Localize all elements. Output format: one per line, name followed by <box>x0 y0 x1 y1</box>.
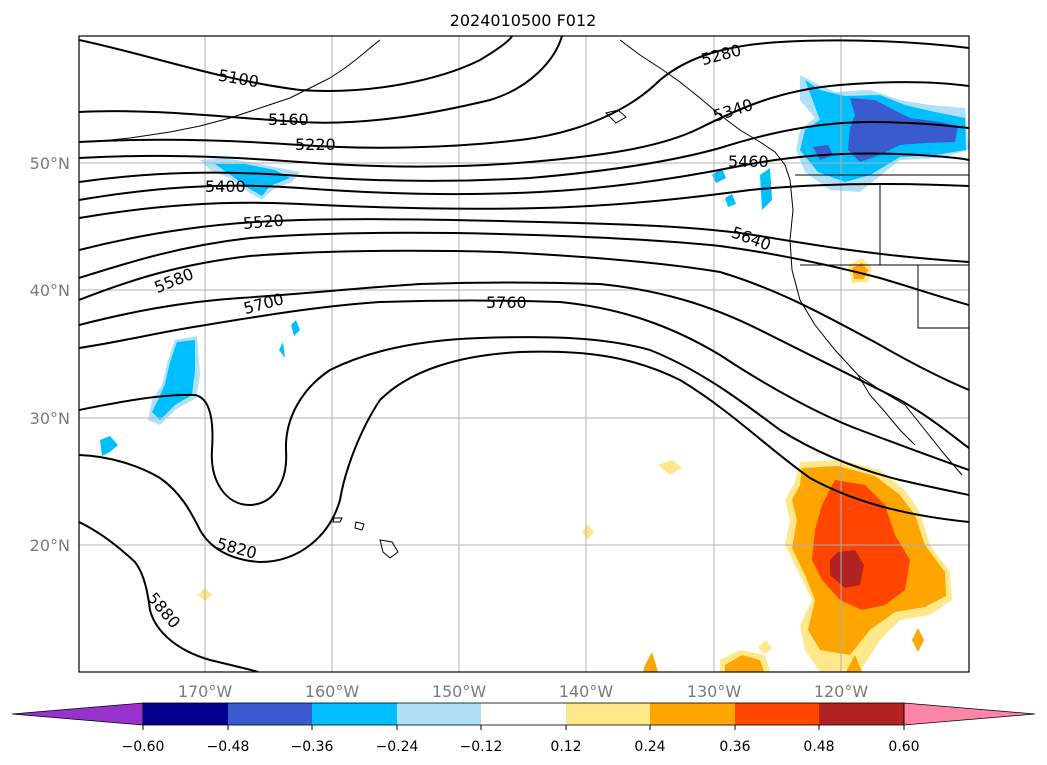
colorbar-tick-label-4: −0.24 <box>376 739 419 755</box>
contour-5100 <box>79 36 513 92</box>
shade-pos-spot-8 <box>846 655 862 672</box>
colorbar-segment-8 <box>735 703 819 725</box>
shade-subtropic-west-cyan <box>152 340 195 420</box>
contour-label-5160: 5160 <box>268 110 309 129</box>
colorbar-segment-2 <box>228 703 312 725</box>
colorbar-segment-5 <box>481 703 566 725</box>
colorbar-tick-label-1: −0.60 <box>122 739 165 755</box>
x-tick-label-140w: 140°W <box>559 682 614 701</box>
colorbar-segment-1 <box>143 703 228 725</box>
contour-5400 <box>79 152 969 201</box>
y-axis-labels: 20°N 30°N 40°N 50°N <box>30 154 70 555</box>
coast-hawaii-1 <box>379 539 399 559</box>
contour-5220 <box>79 39 969 149</box>
shade-pos-spot-1 <box>658 460 682 475</box>
x-tick-label-170w: 170°W <box>178 682 233 701</box>
gridlines <box>79 36 969 672</box>
contour-5460 <box>79 182 969 219</box>
shade-pos-california-orange <box>852 263 868 279</box>
contour-label-5460: 5460 <box>728 152 769 171</box>
colorbar-tick-label-3: −0.36 <box>291 739 334 755</box>
coast-baja <box>857 374 916 446</box>
x-tick-label-150w: 150°W <box>432 682 487 701</box>
shade-small-spot-1 <box>291 320 300 336</box>
contour-label-5400: 5400 <box>205 177 246 196</box>
shade-small-spot-2 <box>279 342 285 358</box>
colorbar-tick-label-2: −0.48 <box>207 739 250 755</box>
height-contours <box>79 36 969 672</box>
map-area: 5100 5160 5220 5280 5340 5400 5460 5520 … <box>78 35 970 673</box>
colorbar-tick-label-6: 0.12 <box>550 739 581 755</box>
shade-pos-spot-2 <box>582 525 594 539</box>
colorbar-tick-label-9: 0.48 <box>803 739 834 755</box>
colorbar-tick-label-7: 0.24 <box>634 739 665 755</box>
contour-5640 <box>79 249 969 391</box>
shade-coast-spot-3 <box>725 194 736 207</box>
contour-5880 <box>79 521 259 672</box>
colorbar: −0.60 −0.48 −0.36 −0.24 −0.12 0.12 0.24 … <box>11 702 1036 755</box>
colorbar-frame <box>142 702 905 726</box>
shade-coast-spot-2 <box>712 168 726 183</box>
colorbar-tick-label-8: 0.36 <box>719 739 750 755</box>
y-tick-label-40n: 40°N <box>30 281 70 300</box>
coast-island-north <box>605 109 627 124</box>
contour-5340 <box>79 120 969 183</box>
colorbar-tick-label-5: −0.12 <box>460 739 503 755</box>
coast-hawaii-2 <box>354 521 365 531</box>
shade-pos-spot-7 <box>912 628 924 652</box>
contour-5820 <box>79 350 969 564</box>
contour-5160 <box>79 36 563 124</box>
contour-5520 <box>79 218 969 263</box>
contour-label-5220: 5220 <box>295 135 336 154</box>
shade-mexico-darkred <box>830 550 864 588</box>
colorbar-ticks <box>142 725 905 730</box>
colorbar-segment-7 <box>650 703 735 725</box>
contour-5580 <box>79 231 969 306</box>
coast-hawaii-3 <box>332 517 343 523</box>
y-tick-label-30n: 30°N <box>30 409 70 428</box>
colorbar-tick-labels: −0.60 −0.48 −0.36 −0.24 −0.12 0.12 0.24 … <box>122 739 920 755</box>
x-tick-label-130w: 130°W <box>687 682 742 701</box>
shade-pos-spot-9 <box>758 640 772 654</box>
colorbar-tick-label-10: 0.60 <box>888 739 919 755</box>
contour-label-5520: 5520 <box>242 211 284 233</box>
y-tick-label-20n: 20°N <box>30 536 70 555</box>
shade-dateline-spot <box>100 436 118 456</box>
shade-pos-spot-5 <box>725 655 764 672</box>
colorbar-extend-right <box>903 702 1036 726</box>
contour-5760b <box>79 336 969 507</box>
colorbar-segment-4 <box>397 703 481 725</box>
x-tick-label-160w: 160°W <box>305 682 360 701</box>
y-tick-label-50n: 50°N <box>30 154 70 173</box>
shade-ne-pacific-blue <box>848 98 958 162</box>
border-states <box>800 185 969 329</box>
shade-pos-spot-6 <box>643 652 658 672</box>
map-frame <box>78 35 970 673</box>
contour-5280 <box>79 81 969 168</box>
contour-label-5760: 5760 <box>486 293 527 312</box>
coast-se-alaska-bc <box>619 39 791 181</box>
chart-title: 2024010500 F012 <box>450 11 597 30</box>
x-axis-labels: 170°W 160°W 150°W 140°W 130°W 120°W <box>178 682 869 701</box>
colorbar-extend-left <box>11 702 144 726</box>
contour-5760 <box>79 299 969 471</box>
x-tick-label-120w: 120°W <box>814 682 869 701</box>
colorbar-segment-9 <box>819 703 904 725</box>
colorbar-segment-6 <box>566 703 650 725</box>
contour-5700 <box>79 281 969 449</box>
colorbar-segment-3 <box>312 703 397 725</box>
contour-labels: 5100 5160 5220 5280 5340 5400 5460 5520 … <box>143 40 773 632</box>
coast-alaska-peninsula <box>89 39 381 143</box>
